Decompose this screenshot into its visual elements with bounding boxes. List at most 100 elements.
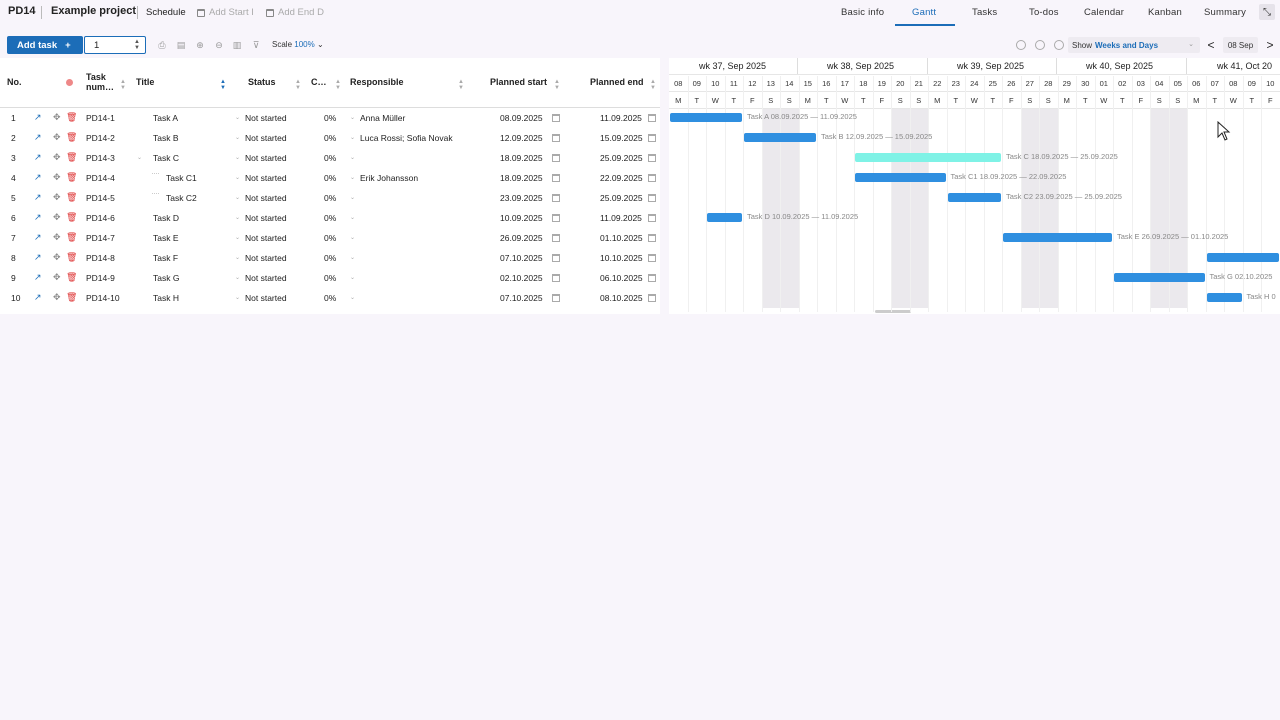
delete-icon[interactable]: 🗑 — [66, 292, 78, 302]
print-icon[interactable]: ⎙ — [158, 40, 166, 50]
chevron-down-icon[interactable]: ⌄ — [235, 215, 241, 221]
chevron-down-icon[interactable]: ⌄ — [235, 275, 241, 281]
chevron-down-icon[interactable]: ⌄ — [350, 215, 356, 221]
gantt-bar[interactable] — [1206, 293, 1242, 302]
calendar-icon[interactable] — [648, 254, 656, 262]
project-name[interactable]: Example project — [51, 5, 136, 17]
calendar-icon[interactable] — [552, 114, 560, 122]
task-status[interactable]: Not started — [245, 273, 287, 283]
drag-handle-icon[interactable]: ✥ — [53, 272, 61, 282]
column-title[interactable]: Title — [136, 77, 155, 87]
table-row[interactable]: 6 ↗ ✥ 🗑 PD14-6 Task D ⌄ Not started 0% ⌄… — [0, 208, 660, 228]
drag-handle-icon[interactable]: ✥ — [53, 152, 61, 162]
column-responsible[interactable]: Responsible — [350, 77, 404, 87]
calendar-icon[interactable] — [552, 194, 560, 202]
planned-start-value[interactable]: 07.10.2025 — [500, 293, 543, 303]
task-title[interactable]: Task C2 — [166, 193, 197, 203]
delete-icon[interactable]: 🗑 — [66, 232, 78, 242]
zoom-fit-icon[interactable] — [1054, 40, 1064, 50]
open-task-icon[interactable]: ↗ — [34, 252, 42, 262]
calendar-icon[interactable] — [648, 194, 656, 202]
drag-handle-icon[interactable]: ✥ — [53, 212, 61, 222]
task-completion[interactable]: 0% — [324, 193, 337, 203]
open-task-icon[interactable]: ↗ — [34, 272, 42, 282]
planned-end-value[interactable]: 06.10.2025 — [600, 273, 643, 283]
chevron-down-icon[interactable]: ⌄ — [235, 115, 241, 121]
column-no[interactable]: No. — [7, 77, 22, 87]
prev-period-button[interactable]: < — [1207, 38, 1215, 52]
column-task-number[interactable]: Task num… — [86, 72, 114, 92]
task-completion[interactable]: 0% — [324, 133, 337, 143]
table-row[interactable]: 7 ↗ ✥ 🗑 PD14-7 Task E ⌄ Not started 0% ⌄… — [0, 228, 660, 248]
task-title[interactable]: Task A — [153, 113, 179, 123]
open-task-icon[interactable]: ↗ — [34, 172, 42, 182]
drag-handle-icon[interactable]: ✥ — [53, 292, 61, 302]
gantt-bar[interactable] — [1114, 273, 1205, 282]
gantt-bar[interactable] — [855, 153, 1001, 162]
chevron-down-icon[interactable]: ⌄ — [350, 155, 356, 161]
chevron-down-icon[interactable]: ⌄ — [350, 255, 356, 261]
delete-icon[interactable]: 🗑 — [66, 132, 78, 142]
column-planned-end[interactable]: Planned end — [590, 77, 644, 87]
collapse-all-icon[interactable]: ⊖ — [215, 40, 223, 50]
task-status[interactable]: Not started — [245, 113, 287, 123]
drag-handle-icon[interactable]: ✥ — [53, 132, 61, 142]
task-quantity-stepper[interactable]: 1 ▲ ▼ — [84, 36, 146, 54]
task-title[interactable]: Task C — [153, 153, 179, 163]
delete-icon[interactable]: 🗑 — [66, 192, 78, 202]
chevron-down-icon[interactable]: ⌄ — [235, 255, 241, 261]
planned-start-value[interactable]: 10.09.2025 — [500, 213, 543, 223]
chevron-down-icon[interactable]: ⌄ — [350, 195, 356, 201]
table-row[interactable]: 10 ↗ ✥ 🗑 PD14-10 Task H ⌄ Not started 0%… — [0, 288, 660, 308]
planned-start-value[interactable]: 18.09.2025 — [500, 153, 543, 163]
tab-tasks[interactable]: Tasks — [972, 7, 998, 18]
add-task-button[interactable]: Add task + — [7, 36, 83, 54]
sort-icon[interactable]: ▲ ▼ — [120, 79, 126, 91]
scale-control[interactable]: Scale 100% ⌄ — [272, 40, 324, 49]
chevron-down-icon[interactable]: ⌄ — [350, 115, 356, 121]
chevron-down-icon[interactable]: ⌄ — [350, 175, 356, 181]
task-responsible[interactable]: Luca Rossi; Sofia Novak — [360, 133, 453, 143]
gantt-chart[interactable]: wk 37, Sep 2025 wk 38, Sep 2025 wk 39, S… — [669, 58, 1280, 314]
task-completion[interactable]: 0% — [324, 113, 337, 123]
planned-end-value[interactable]: 10.10.2025 — [600, 253, 643, 263]
delete-icon[interactable]: 🗑 — [66, 272, 78, 282]
task-status[interactable]: Not started — [245, 173, 287, 183]
table-row[interactable]: 8 ↗ ✥ 🗑 PD14-8 Task F ⌄ Not started 0% ⌄… — [0, 248, 660, 268]
gantt-bar[interactable] — [947, 193, 1001, 202]
chevron-down-icon[interactable]: ⌄ — [235, 195, 241, 201]
expand-chevron-icon[interactable]: ⌄ — [137, 155, 143, 161]
tab-kanban[interactable]: Kanban — [1148, 7, 1182, 18]
task-completion[interactable]: 0% — [324, 213, 337, 223]
drag-handle-icon[interactable]: ✥ — [53, 172, 61, 182]
task-title[interactable]: Task C1 — [166, 173, 197, 183]
task-title[interactable]: Task B — [153, 133, 179, 143]
calendar-icon[interactable] — [552, 174, 560, 182]
tab-calendar[interactable]: Calendar — [1084, 7, 1125, 18]
planned-start-value[interactable]: 02.10.2025 — [500, 273, 543, 283]
task-completion[interactable]: 0% — [324, 173, 337, 183]
calendar-icon[interactable] — [552, 294, 560, 302]
task-status[interactable]: Not started — [245, 193, 287, 203]
calendar-icon[interactable] — [648, 114, 656, 122]
sort-icon[interactable]: ▲ ▼ — [220, 79, 226, 91]
open-task-icon[interactable]: ↗ — [34, 132, 42, 142]
current-date-button[interactable]: 08 Sep — [1223, 37, 1258, 53]
column-completion[interactable]: C… — [311, 77, 327, 87]
calendar-icon[interactable] — [552, 234, 560, 242]
delete-icon[interactable]: 🗑 — [66, 112, 78, 122]
task-status[interactable]: Not started — [245, 133, 287, 143]
table-row[interactable]: 5 ↗ ✥ 🗑 PD14-5 Task C2 ⌄ Not started 0% … — [0, 188, 660, 208]
planned-end-value[interactable]: 08.10.2025 — [600, 293, 643, 303]
task-title[interactable]: Task D — [153, 213, 179, 223]
sort-icon[interactable]: ▲ ▼ — [650, 79, 656, 91]
task-completion[interactable]: 0% — [324, 153, 337, 163]
export-icon[interactable]: ▤ — [176, 40, 186, 50]
calendar-icon[interactable] — [552, 254, 560, 262]
view-mode-select[interactable]: Show Weeks and Days ⌄ — [1068, 37, 1200, 53]
gantt-bar[interactable] — [670, 113, 742, 122]
task-completion[interactable]: 0% — [324, 293, 337, 303]
task-completion[interactable]: 0% — [324, 253, 337, 263]
planned-start-value[interactable]: 07.10.2025 — [500, 253, 543, 263]
zoom-out-icon[interactable] — [1035, 40, 1045, 50]
